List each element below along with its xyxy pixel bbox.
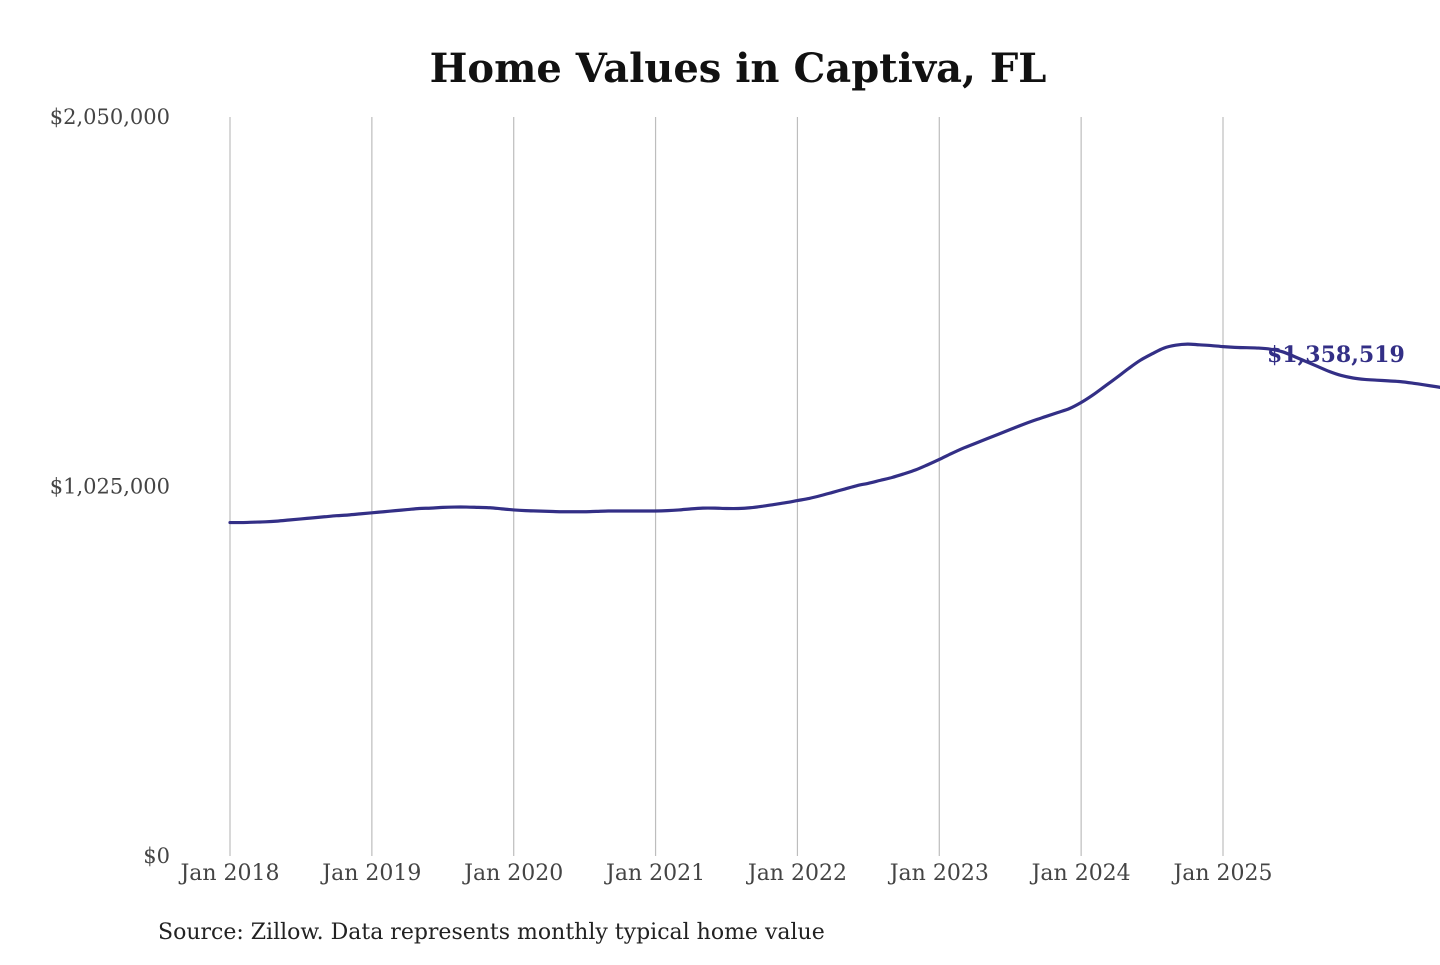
y-axis-ticks: $0 $1,025,000 $2,050,000 — [50, 105, 170, 868]
source-note: Source: Zillow. Data represents monthly … — [158, 920, 825, 945]
series-line — [228, 342, 1440, 525]
x-tick-label: Jan 2019 — [320, 861, 421, 886]
x-tick-label: Jan 2024 — [1030, 861, 1131, 886]
x-tick-label: Jan 2023 — [888, 861, 989, 886]
x-tick-label: Jan 2021 — [604, 861, 705, 886]
end-value-label: $1,358,519 — [1267, 342, 1405, 368]
x-tick-label: Jan 2018 — [178, 861, 279, 886]
x-tick-label: Jan 2022 — [746, 861, 847, 886]
chart-title: Home Values in Captiva, FL — [430, 45, 1047, 92]
y-tick-label: $0 — [143, 844, 170, 868]
series-layer — [228, 342, 1440, 525]
x-tick-label: Jan 2025 — [1171, 861, 1272, 886]
grid-lines — [229, 117, 1224, 856]
y-tick-label: $2,050,000 — [50, 105, 170, 129]
x-tick-label: Jan 2020 — [462, 861, 563, 886]
y-tick-label: $1,025,000 — [50, 475, 170, 499]
x-axis-ticks: Jan 2018 Jan 2019 Jan 2020 Jan 2021 Jan 2022… — [178, 861, 1272, 886]
